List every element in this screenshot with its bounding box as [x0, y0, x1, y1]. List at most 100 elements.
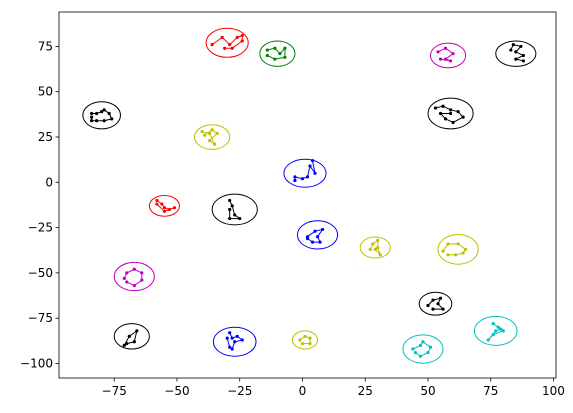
data-point	[428, 345, 433, 349]
cluster-14	[113, 261, 155, 292]
data-point	[320, 227, 325, 232]
data-point	[461, 115, 465, 119]
data-point	[431, 307, 435, 311]
cluster-8	[283, 158, 327, 188]
cluster-circle	[113, 323, 150, 350]
cluster-circle	[212, 326, 257, 357]
data-point	[102, 108, 106, 112]
cluster-circle	[427, 97, 474, 130]
x-tick-label: −75	[102, 384, 127, 398]
data-point	[521, 59, 525, 63]
data-point	[438, 296, 443, 300]
cluster-5	[82, 101, 121, 130]
data-point	[215, 131, 219, 135]
data-point	[441, 104, 445, 108]
y-tick-label: 25	[38, 130, 53, 144]
y-tick-label: 50	[38, 85, 53, 99]
cluster-path-line	[211, 34, 243, 49]
data-point	[313, 171, 317, 175]
cluster-circle	[296, 220, 339, 250]
y-tick-label: 75	[38, 39, 53, 53]
data-point	[310, 158, 315, 163]
data-point	[228, 43, 232, 47]
data-point	[438, 57, 443, 61]
data-point	[318, 240, 322, 244]
data-point	[411, 347, 415, 351]
cluster-2	[259, 40, 296, 67]
cluster-circle	[437, 233, 479, 265]
data-point	[228, 345, 232, 349]
data-point	[303, 334, 307, 338]
cluster-12	[359, 236, 391, 259]
data-point	[376, 238, 380, 242]
data-point	[494, 329, 498, 333]
cluster-circle	[113, 261, 155, 292]
data-point	[451, 52, 455, 56]
cluster-4	[495, 40, 537, 67]
data-point	[446, 253, 450, 257]
data-point	[443, 57, 448, 61]
data-point	[443, 46, 448, 50]
data-point	[371, 242, 375, 246]
cluster-10	[211, 193, 258, 226]
data-point	[210, 43, 214, 47]
data-point	[436, 302, 440, 306]
data-point	[278, 52, 282, 56]
data-point	[426, 303, 430, 308]
data-point	[448, 111, 453, 116]
data-point	[501, 329, 505, 333]
data-point	[172, 206, 177, 210]
data-point	[519, 44, 523, 49]
cluster-17	[113, 323, 150, 350]
data-point	[238, 216, 242, 221]
data-point	[228, 331, 232, 335]
data-point	[293, 178, 297, 183]
plot-frame	[58, 11, 557, 379]
data-point	[200, 129, 204, 134]
data-point	[220, 35, 224, 39]
data-point	[283, 55, 287, 59]
data-point	[456, 242, 460, 246]
data-point	[421, 340, 425, 344]
data-point	[448, 59, 453, 63]
data-point	[102, 119, 106, 123]
cluster-circle	[291, 330, 319, 350]
data-point	[233, 340, 237, 344]
data-point	[228, 216, 232, 221]
data-point	[240, 39, 244, 43]
data-point	[230, 46, 234, 50]
data-point	[308, 336, 312, 340]
cluster-3	[429, 42, 467, 69]
data-point	[140, 278, 144, 282]
cluster-11	[296, 220, 339, 250]
cluster-circle	[283, 158, 327, 188]
x-tick-label: −25	[227, 384, 252, 398]
data-point	[100, 110, 104, 114]
y-tick-label: −100	[20, 357, 53, 371]
data-point	[90, 119, 94, 123]
data-point	[160, 202, 164, 206]
data-point	[162, 209, 167, 213]
data-point	[441, 249, 445, 253]
data-point	[122, 343, 126, 347]
data-point	[155, 198, 159, 203]
data-point	[496, 325, 500, 329]
data-point	[235, 334, 239, 338]
cluster-circle	[402, 334, 444, 364]
data-point	[418, 343, 423, 347]
data-point	[225, 336, 229, 340]
cluster-circle	[205, 27, 249, 58]
cluster-19	[291, 330, 319, 350]
data-point	[283, 46, 287, 50]
data-point	[135, 329, 139, 333]
data-point	[90, 111, 94, 116]
cluster-circle	[495, 40, 537, 67]
data-point	[233, 213, 237, 217]
x-tick-label: 0	[299, 384, 307, 398]
data-point	[511, 43, 515, 47]
data-point	[132, 283, 136, 288]
cluster-18	[212, 326, 257, 357]
data-point	[378, 253, 382, 257]
data-point	[122, 276, 126, 280]
